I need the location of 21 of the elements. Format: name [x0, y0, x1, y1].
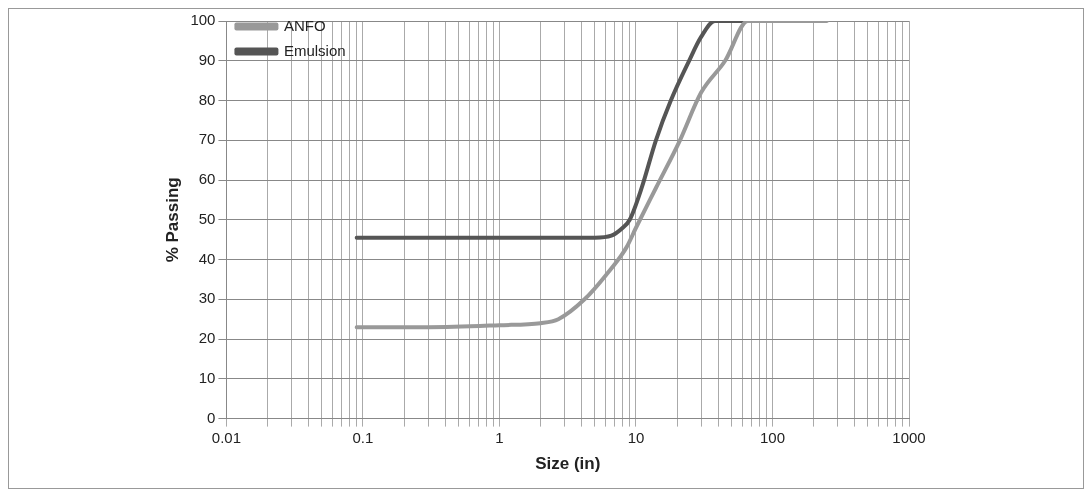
- y-tick-label: 30: [198, 289, 216, 307]
- y-tick-label: 50: [198, 209, 216, 227]
- y-tick-label: 90: [198, 50, 216, 68]
- legend-label: ANFO: [283, 16, 326, 34]
- x-tick-label: 0.1: [352, 428, 374, 446]
- y-tick-label: 70: [198, 130, 216, 148]
- y-tick-label: 60: [198, 170, 216, 188]
- y-tick-label: 80: [198, 90, 216, 108]
- legend-label: Emulsion: [283, 41, 346, 59]
- y-tick-label: 20: [198, 329, 216, 347]
- y-tick-label: 40: [198, 249, 216, 267]
- x-tick-label: 10: [627, 428, 645, 446]
- y-axis-title: % Passing: [162, 177, 182, 263]
- y-tick-label: 0: [207, 408, 216, 426]
- y-tick-label: 10: [198, 368, 216, 386]
- x-tick-label: 1000: [892, 428, 926, 446]
- x-axis-title: Size (in): [535, 454, 601, 474]
- y-tick-label: 100: [190, 11, 216, 29]
- x-tick-label: 100: [759, 428, 785, 446]
- x-tick-label: 0.01: [211, 428, 242, 446]
- x-tick-label: 1: [495, 428, 504, 446]
